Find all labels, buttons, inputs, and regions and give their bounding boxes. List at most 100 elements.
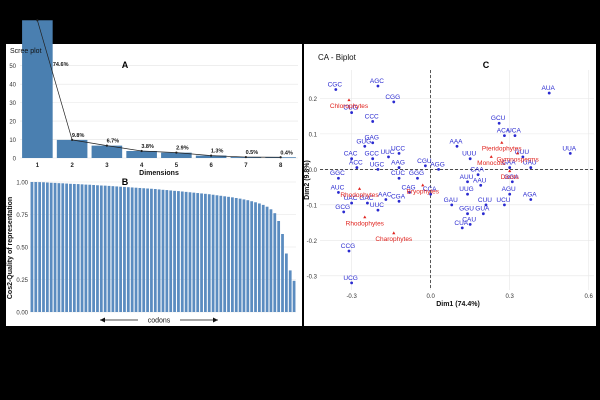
codon-point bbox=[397, 151, 401, 155]
codon-point bbox=[429, 192, 433, 196]
y-tick-label: 10 bbox=[9, 138, 16, 144]
bar bbox=[284, 253, 288, 312]
codon-point bbox=[387, 155, 390, 159]
panel-letter: A bbox=[122, 60, 129, 70]
group-point bbox=[392, 231, 396, 235]
codon-point bbox=[350, 111, 354, 114]
codon-point bbox=[392, 100, 396, 104]
y-tick-label: 1.00 bbox=[16, 181, 28, 187]
codon-label: CGA bbox=[391, 193, 406, 200]
group-point bbox=[489, 155, 493, 158]
codon-label: GAU bbox=[444, 197, 458, 204]
codon-point bbox=[350, 201, 354, 205]
group-label: Chlorophytes bbox=[330, 103, 369, 110]
codon-label: CUC bbox=[391, 170, 405, 177]
bar bbox=[257, 203, 261, 312]
bar bbox=[111, 186, 115, 312]
codon-label: CGG bbox=[385, 94, 400, 101]
bar bbox=[76, 184, 80, 312]
codon-point bbox=[529, 198, 533, 201]
group-label: Charophytes bbox=[375, 236, 413, 243]
bar bbox=[138, 187, 142, 312]
data-label: 3.8% bbox=[141, 144, 154, 150]
codon-point bbox=[397, 176, 401, 180]
codon-point bbox=[371, 157, 375, 161]
x-tick-label: 1 bbox=[36, 163, 40, 169]
codon-point bbox=[350, 157, 354, 161]
bar bbox=[153, 189, 157, 312]
bar bbox=[219, 195, 223, 312]
codon-point bbox=[481, 212, 485, 216]
codon-label: GCU bbox=[491, 115, 506, 122]
data-label: 74.6% bbox=[53, 62, 69, 68]
group-point bbox=[421, 183, 425, 187]
x-axis-label: Dimensions bbox=[139, 170, 179, 177]
codon-label: AGU bbox=[502, 186, 516, 193]
codon-label: UCC bbox=[391, 145, 405, 152]
codons-arrow-left-head bbox=[100, 317, 105, 323]
codon-label: ACA bbox=[497, 128, 511, 135]
y-tick-label: 0.50 bbox=[16, 246, 28, 252]
scree-point bbox=[105, 144, 108, 147]
group-label: Monocots bbox=[477, 160, 506, 167]
codon-label: UUC bbox=[370, 202, 384, 209]
codon-label: CAU bbox=[462, 216, 476, 223]
bar bbox=[215, 195, 219, 312]
bar bbox=[161, 152, 192, 158]
bar bbox=[161, 189, 165, 312]
bar bbox=[92, 184, 95, 312]
codon-label: AAU bbox=[473, 177, 487, 184]
codon-point bbox=[503, 134, 506, 138]
codon-point bbox=[455, 144, 459, 148]
codon-label: CCG bbox=[341, 243, 355, 250]
codon-label: AAC bbox=[378, 192, 392, 199]
bar bbox=[56, 139, 88, 158]
group-label: Bryophytes bbox=[406, 188, 439, 195]
y-tick-label: 50 bbox=[9, 64, 16, 70]
y-tick-label: 40 bbox=[9, 83, 16, 89]
codon-label: UAU bbox=[523, 160, 537, 167]
bar bbox=[277, 221, 281, 312]
codon-point bbox=[466, 180, 469, 184]
codon-label: GGA bbox=[504, 174, 519, 181]
codon-point bbox=[450, 203, 454, 207]
data-label: 0.5% bbox=[246, 150, 259, 156]
bar bbox=[146, 188, 149, 312]
codon-label: GGC bbox=[330, 170, 345, 177]
bar bbox=[177, 191, 180, 312]
codon-point bbox=[384, 198, 388, 201]
codon-label: GUG bbox=[356, 138, 371, 145]
bar bbox=[169, 190, 173, 312]
codon-label: UGC bbox=[370, 161, 385, 168]
x-tick-label: 0.6 bbox=[585, 294, 594, 300]
codon-label: CAC bbox=[344, 151, 358, 158]
codon-label: ACC bbox=[349, 160, 363, 167]
bar bbox=[231, 197, 234, 312]
data-label: 6.7% bbox=[107, 139, 120, 145]
data-label: 2.9% bbox=[176, 146, 189, 152]
group-label: Pteridophytes bbox=[482, 146, 522, 153]
bar bbox=[269, 209, 273, 312]
group-label: Rhodophytes bbox=[340, 192, 379, 199]
codon-label: AAG bbox=[391, 160, 405, 167]
codon-label: AUA bbox=[542, 85, 556, 92]
codon-point bbox=[508, 166, 512, 169]
cos2-plot-panel: 0.00 0.25 0.50 0.75 1.00 Cos2-Quality of repr… bbox=[7, 177, 296, 325]
bar bbox=[223, 196, 227, 312]
y-tick-label: 20 bbox=[9, 120, 16, 126]
plot-area bbox=[320, 70, 594, 290]
bar bbox=[200, 193, 203, 312]
codon-label: GAC bbox=[359, 195, 373, 202]
codon-point bbox=[376, 167, 380, 171]
codon-point bbox=[397, 199, 401, 203]
scree-line bbox=[37, 20, 281, 158]
data-label: 9.8% bbox=[72, 133, 85, 139]
bar bbox=[49, 182, 53, 312]
x-tick-label: 0.3 bbox=[506, 294, 515, 300]
bar bbox=[173, 190, 176, 312]
codons-label-background bbox=[138, 315, 180, 324]
codon-point bbox=[376, 84, 380, 88]
codon-label: GUA bbox=[475, 206, 490, 213]
y-tick-label: 0.0 bbox=[309, 168, 318, 174]
bar bbox=[142, 188, 146, 312]
